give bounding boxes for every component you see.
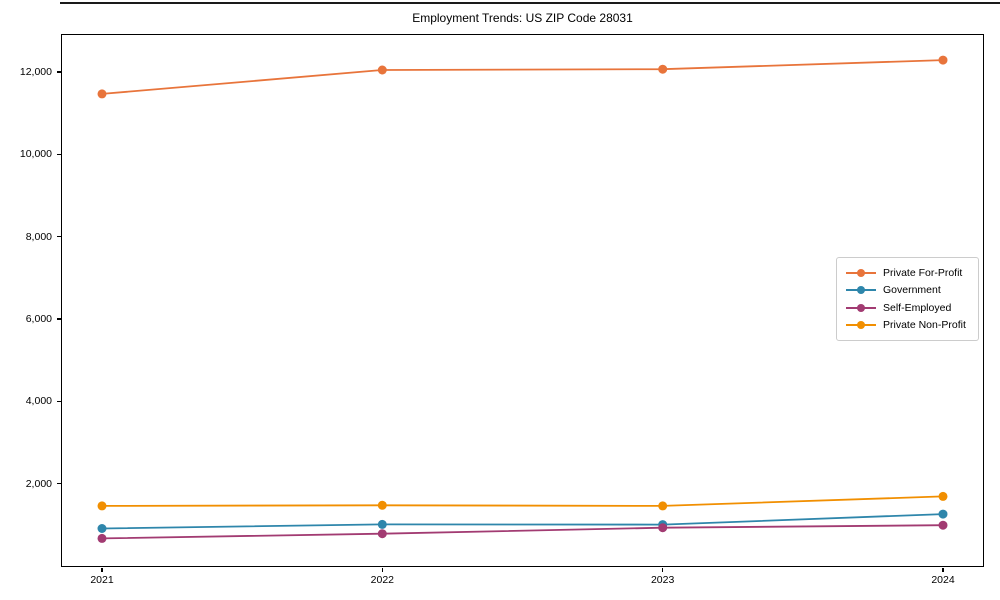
- y-tick-mark: [56, 318, 61, 320]
- series-line: [101, 495, 944, 507]
- legend-dot-icon: [857, 286, 865, 295]
- figure-top-border: [60, 2, 1000, 4]
- data-point-marker: [97, 501, 107, 511]
- y-tick-label: 4,000: [25, 395, 52, 408]
- y-tick-mark: [56, 400, 61, 402]
- x-tick-label: 2023: [650, 574, 675, 586]
- data-point-marker: [938, 520, 948, 530]
- x-tick-mark: [942, 567, 944, 572]
- plot-area: [61, 34, 984, 567]
- legend-swatch: [846, 303, 876, 313]
- legend-dot-icon: [857, 321, 865, 330]
- data-point-marker: [658, 523, 668, 533]
- legend-swatch: [846, 285, 876, 295]
- y-tick-label: 6,000: [25, 313, 52, 326]
- series-line: [101, 59, 944, 95]
- series-line: [101, 524, 944, 540]
- legend-item: Self-Employed: [846, 299, 968, 317]
- legend-label: Self-Employed: [883, 301, 952, 314]
- data-point-marker: [377, 519, 387, 529]
- legend-swatch: [846, 268, 876, 278]
- legend-swatch: [846, 320, 876, 330]
- data-point-marker: [938, 55, 948, 65]
- y-tick-mark: [56, 71, 61, 73]
- chart-title: Employment Trends: US ZIP Code 28031: [412, 11, 633, 25]
- y-tick-label: 2,000: [25, 477, 52, 490]
- y-tick-label: 12,000: [19, 66, 52, 79]
- x-tick-label: 2024: [931, 574, 955, 586]
- data-point-marker: [97, 89, 107, 99]
- y-tick-label: 10,000: [19, 148, 52, 161]
- data-point-marker: [97, 533, 107, 543]
- legend-dot-icon: [857, 268, 865, 277]
- data-point-marker: [658, 501, 668, 511]
- data-point-marker: [377, 529, 387, 539]
- data-point-marker: [377, 65, 387, 75]
- data-point-marker: [938, 491, 948, 501]
- x-tick-mark: [101, 567, 103, 572]
- y-tick-mark: [56, 236, 61, 238]
- series-plot: [97, 55, 948, 543]
- y-tick-mark: [56, 153, 61, 155]
- y-tick-mark: [56, 483, 61, 485]
- data-point-marker: [377, 500, 387, 510]
- legend: Private For-Profit Government Self-Employe…: [836, 257, 979, 341]
- legend-label: Private Non-Profit: [883, 319, 966, 332]
- legend-dot-icon: [857, 303, 865, 312]
- x-tick-label: 2022: [370, 574, 394, 586]
- x-tick-label: 2021: [90, 574, 114, 586]
- series-line: [101, 513, 944, 530]
- x-tick-mark: [381, 567, 383, 572]
- legend-item: Private For-Profit: [846, 264, 968, 282]
- data-point-marker: [938, 509, 948, 519]
- x-tick-mark: [662, 567, 664, 572]
- legend-label: Private For-Profit: [883, 266, 963, 279]
- legend-label: Government: [883, 284, 941, 297]
- data-point-marker: [97, 524, 107, 533]
- legend-item: Government: [846, 282, 968, 300]
- data-point-marker: [658, 64, 668, 74]
- y-tick-label: 8,000: [25, 230, 52, 243]
- legend-item: Private Non-Profit: [846, 317, 968, 335]
